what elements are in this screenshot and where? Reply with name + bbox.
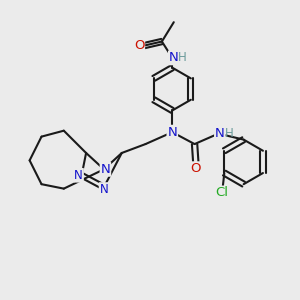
Text: N: N [100,183,108,196]
Text: N: N [74,169,83,182]
Text: Cl: Cl [216,186,229,200]
Text: N: N [167,126,177,139]
Text: H: H [178,51,187,64]
Text: O: O [134,40,144,52]
Text: N: N [215,127,225,140]
Text: H: H [224,127,233,140]
Text: O: O [190,162,201,175]
Text: N: N [169,51,179,64]
Text: N: N [100,163,110,176]
